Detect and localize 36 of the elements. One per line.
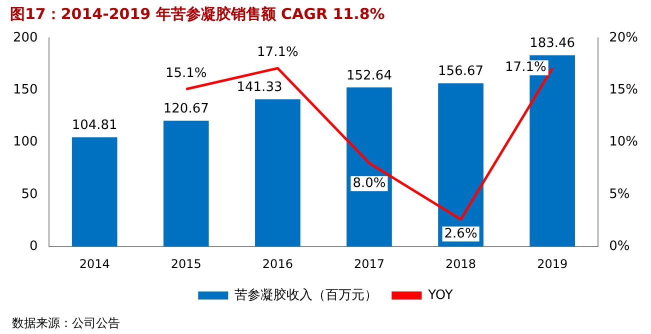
data-label: 120.67 xyxy=(163,102,209,117)
x-tick-label: 2016 xyxy=(262,256,293,271)
legend-label: YOY xyxy=(427,288,453,303)
y-tick-label: 100 xyxy=(12,134,38,150)
data-label: 2.6% xyxy=(444,226,478,242)
x-tick-label: 2015 xyxy=(170,256,202,271)
bar xyxy=(346,87,392,247)
y2-tick-label: 0% xyxy=(609,238,630,254)
bar xyxy=(255,99,300,247)
data-label: 8.0% xyxy=(352,176,386,192)
data-label: 183.46 xyxy=(530,36,576,52)
y-tick-label: 150 xyxy=(12,82,38,98)
y2-tick-label: 10% xyxy=(609,134,638,150)
x-tick-label: 2019 xyxy=(537,256,568,271)
data-label: 17.1% xyxy=(505,60,546,76)
y2-tick-label: 20% xyxy=(609,30,638,46)
data-label: 141.33 xyxy=(236,80,282,96)
data-label: 15.1% xyxy=(165,66,207,81)
data-label: 152.64 xyxy=(346,68,392,84)
chart-title: 图17：2014-2019 年苦参凝胶销售额 CAGR 11.8% xyxy=(10,4,385,23)
data-label: 104.81 xyxy=(72,118,118,134)
y-tick-label: 200 xyxy=(12,30,38,46)
x-tick-label: 2017 xyxy=(354,256,385,271)
y2-tick-label: 15% xyxy=(609,82,638,98)
bar xyxy=(438,83,484,247)
y-tick-label: 0 xyxy=(30,238,38,254)
bar xyxy=(163,120,209,247)
source-note: 数据来源：公司公告 xyxy=(12,316,120,330)
x-tick-label: 2018 xyxy=(446,256,476,271)
y2-tick-label: 5% xyxy=(609,186,630,202)
bar xyxy=(72,137,118,247)
legend-label: 苦参凝胶收入（百万元） xyxy=(234,288,378,303)
data-label: 156.67 xyxy=(438,64,484,80)
y-tick-label: 50 xyxy=(21,186,38,202)
data-label: 17.1% xyxy=(257,45,298,60)
x-tick-label: 2014 xyxy=(79,256,110,271)
